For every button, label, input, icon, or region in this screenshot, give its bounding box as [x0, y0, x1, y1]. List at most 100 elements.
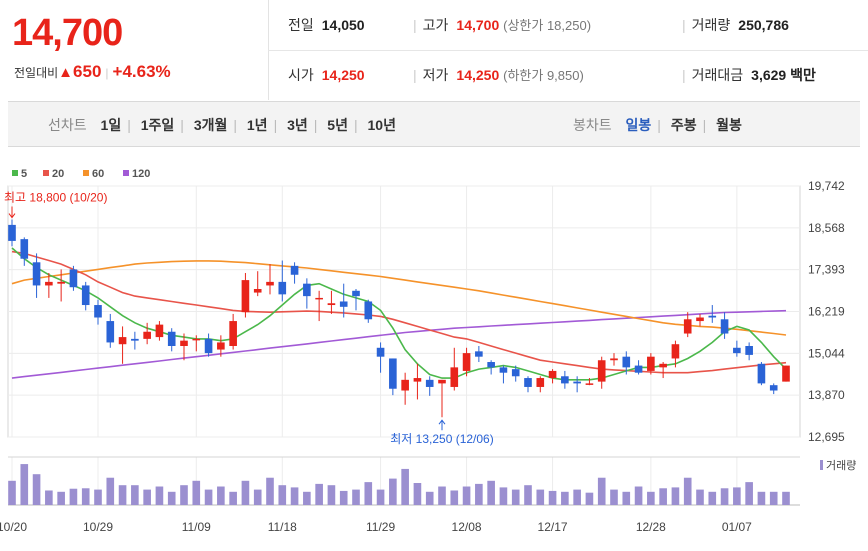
legend-label: 20: [52, 168, 64, 180]
volume-bar: [192, 480, 201, 505]
x-tick-label: 11/29: [366, 520, 395, 534]
candle-body: [708, 315, 717, 318]
y-tick-label: 13,870: [808, 388, 845, 402]
volume-bar: [487, 480, 495, 505]
candle-body: [610, 358, 618, 361]
volume-bar: [57, 491, 65, 505]
ma120-line: [11, 309, 787, 379]
info-row-2: 시가 14,250 | 저가 14,250 (하한가 9,850) | 거래대금 3,62…: [268, 50, 868, 100]
volume-label: 거래량: [826, 459, 856, 472]
candle-body: [81, 285, 90, 306]
volume-bar: [266, 477, 274, 505]
volume-bar: [634, 486, 643, 505]
volume-bar: [683, 477, 692, 505]
volume-bar: [81, 488, 90, 505]
volume-bar: [401, 468, 409, 505]
volume-bar: [696, 489, 704, 505]
ma20-line: [11, 250, 787, 374]
candle-body: [647, 356, 655, 371]
high-arrowhead-icon: [8, 213, 16, 219]
y-tick-label: 15,044: [808, 346, 845, 360]
low-price: | 저가 14,250 (하한가 9,850): [413, 67, 584, 83]
legend-label: 60: [92, 168, 104, 180]
candle-body: [659, 363, 667, 368]
y-tick-label: 12,695: [808, 430, 845, 444]
tab-monthly[interactable]: 월봉: [716, 117, 742, 133]
x-tick-label: 12/08: [452, 520, 482, 534]
candle-body: [131, 338, 139, 341]
candle-body: [217, 342, 225, 350]
volume-bar: [622, 491, 631, 505]
y-tick-label: 17,393: [808, 263, 845, 277]
volume-bar: [389, 478, 397, 505]
volume-bar: [143, 489, 151, 505]
volume-bar: [647, 491, 655, 505]
volume-bar: [708, 491, 717, 505]
change-percent: +4.63%: [112, 62, 171, 81]
y-tick-label: 19,742: [808, 179, 845, 193]
candle-body: [425, 379, 434, 387]
volume-bar: [241, 480, 250, 505]
volume-bar: [561, 491, 569, 505]
range-5y[interactable]: 5년: [327, 117, 348, 133]
y-tick-label: 16,219: [808, 304, 845, 318]
volume-bar: [573, 489, 581, 505]
candle-body: [671, 344, 680, 359]
candle-body: [733, 347, 741, 354]
candle-body: [769, 385, 778, 391]
range-1w[interactable]: 1주일: [140, 117, 175, 133]
x-tick-label: 12/17: [538, 520, 568, 534]
candle-body: [462, 353, 471, 371]
tab-daily[interactable]: 일봉: [625, 117, 652, 133]
candle-body: [106, 321, 115, 343]
volume-bar: [20, 464, 29, 505]
low-annotation: 최저 13,250 (12/06): [390, 432, 493, 446]
volume-bar: [253, 489, 262, 505]
candle-body: [352, 290, 360, 297]
volume-bar: [376, 489, 385, 505]
open-price: 시가 14,250: [288, 67, 365, 83]
volume-bar: [364, 482, 373, 505]
range-1y[interactable]: 1년: [246, 117, 268, 133]
volume-bar: [438, 486, 446, 505]
candle-chart-ranges: 봉차트 일봉 | 주봉 | 월봉: [573, 117, 742, 133]
volume-bar: [327, 485, 336, 505]
stock-chart[interactable]: 19,742 18,568 17,393 16,219 15,044 13,870 12,6…: [0, 150, 868, 546]
volume-bar: [450, 490, 459, 505]
volume-bar: [475, 483, 483, 505]
x-tick-label: 01/07: [722, 520, 752, 534]
change-label: 전일대비: [14, 66, 59, 80]
candle-body: [45, 281, 53, 286]
range-3y[interactable]: 3년: [287, 117, 308, 133]
candle-body: [438, 379, 446, 384]
volume-bar: [106, 477, 115, 505]
range-10y[interactable]: 10년: [367, 117, 396, 133]
candle-body: [192, 338, 201, 341]
candle-body: [204, 338, 213, 354]
volume-bar: [69, 488, 78, 505]
candle-body: [143, 331, 151, 339]
chart-toolbar: 선차트 1일 | 1주일 | 3개월 | 1년 | 3년 | 5년 | 10년 봉차트 일봉…: [8, 101, 860, 147]
candle-body: [720, 319, 729, 334]
low-arrowhead-icon: [438, 419, 446, 425]
volume-info: | 거래량 250,786: [682, 17, 789, 33]
candle-body: [401, 379, 409, 391]
legend-label: 120: [132, 168, 150, 180]
range-1d[interactable]: 1일: [100, 117, 122, 133]
line-chart-ranges: 선차트 1일 | 1주일 | 3개월 | 1년 | 3년 | 5년 | 10년: [48, 117, 396, 133]
current-price: 14,700: [12, 12, 123, 54]
volume-bar: [167, 491, 176, 505]
volume-bar: [180, 485, 188, 505]
candle-body: [303, 283, 311, 297]
volume-bar: [155, 486, 164, 505]
candle-body: [229, 321, 237, 346]
tab-weekly[interactable]: 주봉: [670, 117, 697, 133]
high-annotation: 최고 18,800 (10/20): [4, 191, 107, 205]
range-3m[interactable]: 3개월: [193, 117, 228, 133]
volume-bar: [757, 491, 766, 505]
candle-body: [94, 305, 102, 318]
candle-body: [622, 356, 631, 368]
candle-body: [548, 370, 557, 379]
volume-bar: [94, 489, 102, 505]
volume-bar: [425, 491, 434, 505]
